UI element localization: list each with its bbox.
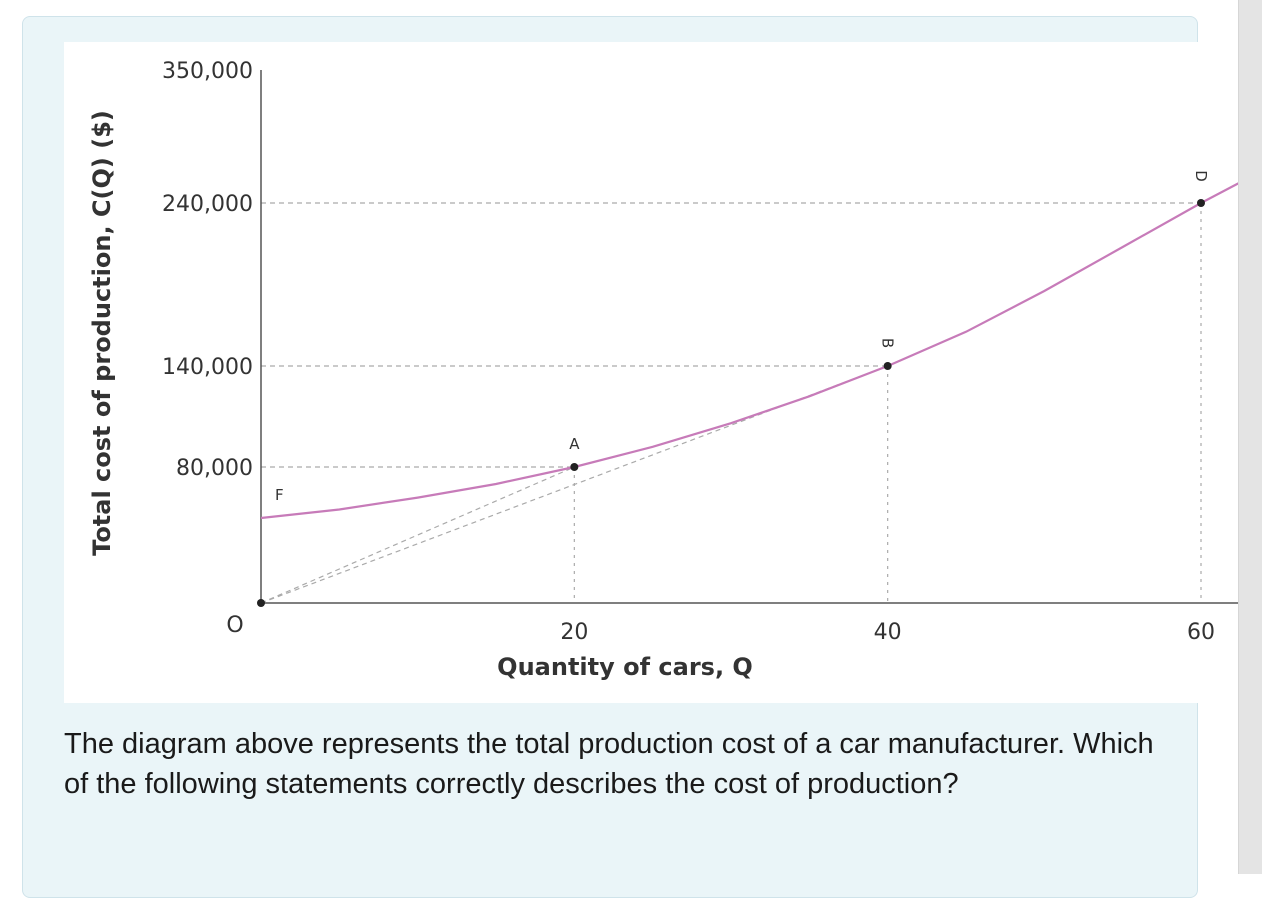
point-B bbox=[883, 362, 892, 370]
x-tick-label: 60 bbox=[1187, 620, 1215, 645]
scrollbar[interactable] bbox=[1238, 0, 1262, 874]
point-label-A: A bbox=[569, 435, 580, 453]
y-tick-label: 140,000 bbox=[162, 355, 253, 380]
chart-figure: 80,000 140,000 240,000 350,000 20 40 60 O Quanti… bbox=[64, 42, 1242, 703]
series-line-0 bbox=[260, 181, 1241, 520]
x-tick-label: 40 bbox=[874, 620, 902, 645]
y-tick-label: 240,000 bbox=[162, 192, 253, 217]
x-axis-title: Quantity of cars, Q bbox=[497, 653, 753, 681]
origin-label: O bbox=[226, 613, 243, 638]
point-label-B: B bbox=[879, 338, 897, 348]
y-tick-label: 350,000 bbox=[162, 59, 253, 84]
point-D bbox=[1197, 199, 1205, 207]
question-text: The diagram above represents the total p… bbox=[64, 728, 1154, 800]
point-label-F: F bbox=[275, 486, 284, 504]
point-A bbox=[570, 463, 579, 471]
total-cost-chart: 80,000 140,000 240,000 350,000 20 40 60 O Quanti… bbox=[88, 59, 1242, 681]
y-tick-label: 80,000 bbox=[176, 456, 253, 481]
dashed-ray-0 bbox=[260, 466, 575, 604]
point-F bbox=[257, 599, 265, 607]
point-label-D: D bbox=[1192, 170, 1210, 182]
x-tick-label: 20 bbox=[560, 620, 588, 645]
y-axis-title: Total cost of production, C(Q) ($) bbox=[88, 110, 116, 556]
